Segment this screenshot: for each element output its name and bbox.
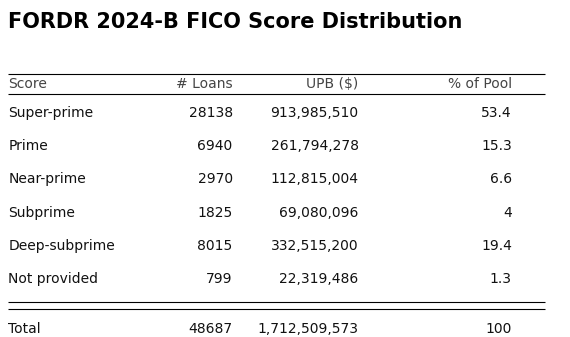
Text: Prime: Prime [8,140,48,153]
Text: 53.4: 53.4 [481,106,512,120]
Text: 48687: 48687 [189,322,233,336]
Text: 22,319,486: 22,319,486 [279,272,359,286]
Text: Super-prime: Super-prime [8,106,93,120]
Text: Score: Score [8,77,47,91]
Text: 112,815,004: 112,815,004 [271,173,359,186]
Text: Total: Total [8,322,41,336]
Text: 28138: 28138 [189,106,233,120]
Text: # Loans: # Loans [176,77,233,91]
Text: 19.4: 19.4 [481,239,512,253]
Text: 4: 4 [503,206,512,220]
Text: % of Pool: % of Pool [448,77,512,91]
Text: 799: 799 [206,272,233,286]
Text: 1,712,509,573: 1,712,509,573 [258,322,359,336]
Text: UPB ($): UPB ($) [306,77,359,91]
Text: 69,080,096: 69,080,096 [279,206,359,220]
Text: 913,985,510: 913,985,510 [270,106,359,120]
Text: 100: 100 [486,322,512,336]
Text: 6940: 6940 [197,140,233,153]
Text: 1825: 1825 [197,206,233,220]
Text: 261,794,278: 261,794,278 [271,140,359,153]
Text: 332,515,200: 332,515,200 [271,239,359,253]
Text: 1.3: 1.3 [490,272,512,286]
Text: 15.3: 15.3 [481,140,512,153]
Text: 2970: 2970 [198,173,233,186]
Text: Subprime: Subprime [8,206,75,220]
Text: Near-prime: Near-prime [8,173,86,186]
Text: 6.6: 6.6 [490,173,512,186]
Text: Deep-subprime: Deep-subprime [8,239,115,253]
Text: 8015: 8015 [197,239,233,253]
Text: FORDR 2024-B FICO Score Distribution: FORDR 2024-B FICO Score Distribution [8,12,463,32]
Text: Not provided: Not provided [8,272,98,286]
